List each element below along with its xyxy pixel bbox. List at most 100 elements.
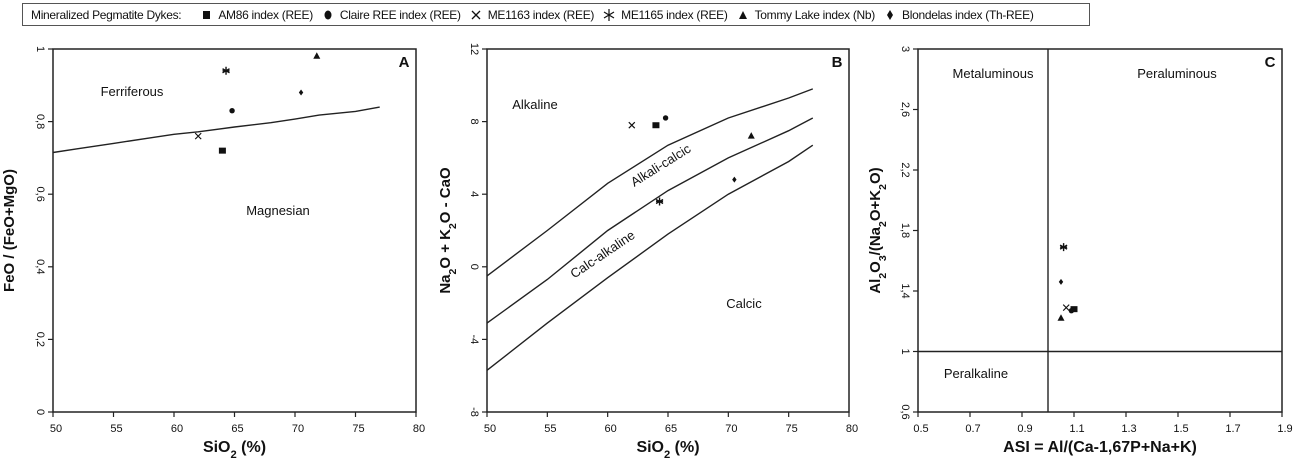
y-axis-title: Al2O3/(Na2O+K2O) [867,167,889,293]
y-tick-label: 3 [899,46,911,52]
diamond-marker-icon [887,9,893,20]
label-text: FeO / (FeO+MgO) [1,169,18,292]
subscript: 2 [877,273,889,279]
label-text: (%) [237,439,266,456]
square-marker-icon [203,10,211,19]
circle-marker [229,108,235,114]
x-marker [628,121,636,129]
series-triangle [313,52,321,59]
subscript: 2 [231,449,237,461]
y-tick-label: 12 [468,43,480,55]
y-tick-label: 0,4 [34,259,46,274]
y-tick-label: 0,6 [899,404,911,419]
x-tick-label: 75 [786,423,798,435]
x-tick-label: 0.7 [965,423,980,435]
triangle-marker-icon [738,10,747,19]
subscript: 2 [877,221,889,227]
y-tick-label: 0,8 [34,114,46,129]
x-axis-title: SiO2 (%) [203,439,266,461]
region-label: Alkaline [512,97,558,112]
x-tick-label: 0.9 [1017,423,1032,435]
label-text: O + K [437,229,454,269]
x-tick-label: 80 [846,423,858,435]
series-asterisk [1059,243,1068,252]
series-circle [229,108,235,114]
x-tick-label: 60 [605,423,617,435]
label-text: O) [867,167,884,184]
square-marker [218,147,226,154]
series-x [1062,304,1070,312]
label-text: /(Na [867,226,884,255]
series-circle [662,115,669,121]
legend-label: Blondelas index (Th-REE) [902,7,1034,22]
label-text: ASI = Al/(Ca-1,67P+Na+K) [1003,439,1197,456]
x-tick-label: 70 [725,423,737,435]
legend-entry-me1163: ME1163 index (REE) [469,8,594,22]
x-axis-title: ASI = Al/(Ca-1,67P+Na+K) [1003,439,1197,456]
boundary-line [486,117,814,324]
y-tick-label: 8 [468,119,480,125]
boundary-line [52,106,380,154]
panel-b: 50 55 60 65 70 75 80-8-404812AlkalineAlkali-ca… [437,43,858,461]
boundary-line [486,88,814,277]
series-diamond [298,89,304,96]
y-tick-label: 2,2 [899,162,911,177]
label-text: O [867,261,884,273]
y-axis-title: Na2O + K2O - CaO [437,167,459,294]
label-text: Na [437,274,454,294]
series-x [194,132,202,140]
circle-marker [662,115,669,121]
legend: Mineralized Pegmatite Dykes: AM86 index … [22,3,1090,26]
subscript: 2 [447,223,459,229]
x-tick-label: 80 [413,423,425,435]
x-tick-label: 50 [484,423,496,435]
x-tick-label: 60 [171,423,183,435]
x-tick-label: 1.7 [1225,423,1240,435]
x-axis-title: SiO2 (%) [636,439,699,461]
legend-label: Claire REE index (REE) [339,7,461,22]
y-tick-label: 1,4 [899,283,911,298]
asterisk-marker [655,197,664,206]
region-label: Peraluminous [1137,66,1217,81]
panel-c: 0.5 0.7 0.9 1.1 1.3 1.5 1.7 1.9 0,6 1 1,4 1,8 2,2 2,6… [867,46,1293,456]
y-tick-label: 2,6 [899,102,911,117]
y-tick-label: 4 [468,191,480,197]
circle-marker [1068,307,1075,314]
region-label: Metaluminous [953,66,1034,81]
x-tick-label: 65 [231,423,243,435]
subscript: 2 [447,268,459,274]
label-text: Al [867,279,884,294]
y-axis-title: FeO / (FeO+MgO) [1,169,18,292]
label-text: O - CaO [437,167,454,223]
x-tick-label: 1.3 [1121,423,1136,435]
x-tick-label: 1.5 [1173,423,1188,435]
series-asterisk [222,66,230,75]
diamond-marker [732,176,737,183]
subscript: 2 [877,184,889,190]
plot-frame [52,48,417,413]
legend-label: ME1165 index (REE) [621,7,728,22]
y-tick-label: 0,6 [34,187,46,202]
x-tick-label: 1.9 [1277,423,1292,435]
x-tick-label: 55 [544,423,556,435]
legend-entry-am86: AM86 index (REE) [199,8,313,22]
x-marker [1062,304,1070,312]
label-text: SiO [203,439,231,456]
boundary-line [486,144,814,371]
series-square [218,147,226,154]
label-text: O+K [867,190,884,221]
legend-label: Tommy Lake index (Nb) [754,7,876,22]
triangle-marker [1057,314,1065,321]
y-tick-label: 0,2 [34,332,46,347]
region-label: Magnesian [246,203,310,218]
y-tick-label: 1 [34,46,46,52]
legend-entry-blondelas: Blondelas index (Th-REE) [883,8,1034,22]
region-label: Calcic [726,296,762,311]
legend-label: ME1163 index (REE) [487,7,595,22]
y-tick-label: 0 [468,264,480,270]
x-tick-label: 0.5 [913,423,928,435]
square-marker [652,122,660,129]
panel-letter: C [1265,54,1276,71]
series-asterisk [655,197,664,206]
y-tick-label: -4 [468,335,480,345]
